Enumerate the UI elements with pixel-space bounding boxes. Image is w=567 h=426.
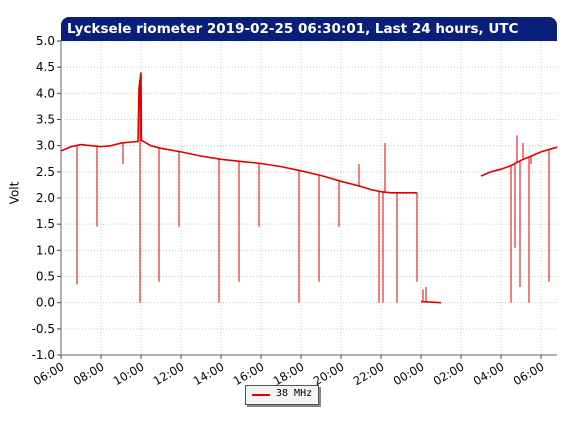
- x-tick-label: 06:00: [511, 359, 547, 388]
- y-tick-label: -1.0: [32, 348, 55, 362]
- y-tick-label: 1.5: [36, 217, 55, 231]
- legend-swatch: [252, 394, 270, 396]
- y-tick-label: 3.0: [36, 139, 55, 153]
- y-tick-label: 2.0: [36, 191, 55, 205]
- x-tick-label: 02:00: [431, 359, 467, 388]
- plot-area: [61, 41, 557, 355]
- y-tick-label: 4.0: [36, 86, 55, 100]
- series-line-38mhz: [480, 146, 558, 177]
- y-tick-label: 5.0: [36, 34, 55, 48]
- series-line-38mhz: [420, 300, 442, 304]
- y-tick-label: 4.5: [36, 60, 55, 74]
- x-tick-label: 14:00: [191, 359, 227, 388]
- y-tick-label: -0.5: [32, 322, 55, 336]
- y-tick-label: 2.5: [36, 165, 55, 179]
- y-tick-label: 0.0: [36, 296, 55, 310]
- x-tick-label: 18:00: [271, 359, 307, 388]
- legend: 38 MHz: [245, 385, 319, 405]
- x-tick-label: 00:00: [391, 359, 427, 388]
- x-tick-label: 16:00: [231, 359, 267, 388]
- x-tick-label: 06:00: [31, 359, 67, 388]
- x-tick-label: 04:00: [471, 359, 507, 388]
- y-axis-label: Volt: [7, 181, 22, 205]
- x-tick-label: 08:00: [71, 359, 107, 388]
- y-tick-label: 1.0: [36, 243, 55, 257]
- x-tick-label: 22:00: [351, 359, 387, 388]
- chart-title: Lycksele riometer 2019-02-25 06:30:01, L…: [67, 21, 519, 37]
- x-tick-label: 20:00: [311, 359, 347, 388]
- series-line-38mhz: [60, 72, 417, 194]
- y-tick-label: 0.5: [36, 270, 55, 284]
- x-tick-label: 10:00: [111, 359, 147, 388]
- x-tick-label: 12:00: [151, 359, 187, 388]
- chart-title-bar: [61, 17, 557, 41]
- y-tick-label: 3.5: [36, 113, 55, 127]
- legend-label: 38 MHz: [276, 388, 313, 399]
